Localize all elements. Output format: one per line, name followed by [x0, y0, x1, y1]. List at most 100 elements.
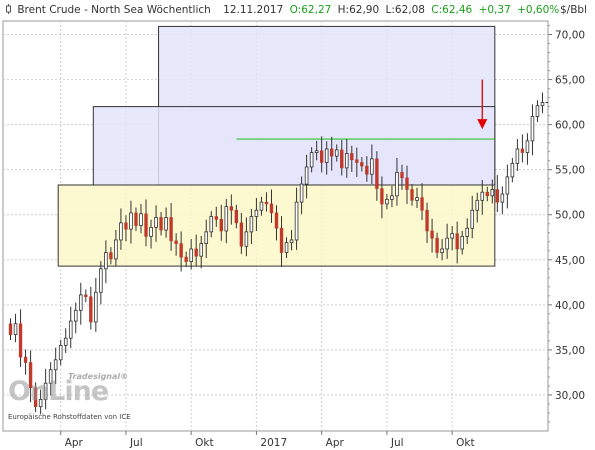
candle-body: [224, 206, 229, 232]
candle-body: [58, 344, 63, 361]
candle-body: [299, 183, 304, 203]
candle-body: [385, 199, 389, 205]
unit-label: $/Bbl: [559, 4, 587, 16]
candle-body: [194, 248, 198, 257]
candle-body: [500, 193, 505, 203]
candle-body: [13, 323, 18, 335]
candle-body: [99, 268, 103, 293]
candle-body: [380, 188, 384, 205]
candle-body: [455, 233, 459, 250]
candle-body: [525, 140, 530, 153]
arrow-head: [477, 119, 488, 130]
candle-body: [189, 248, 193, 262]
y-tick-label: 60,00: [555, 120, 585, 132]
x-tick-label: Okt: [195, 437, 213, 449]
candle-body: [274, 212, 279, 229]
price-zone: [92, 106, 496, 186]
candle-body: [410, 189, 414, 201]
candle-body: [204, 231, 209, 244]
candle-body: [214, 216, 218, 220]
candle-body: [340, 149, 344, 169]
candle-body: [530, 116, 535, 142]
candle-body: [18, 323, 23, 358]
candle-body: [334, 149, 339, 157]
candle-body: [365, 165, 369, 175]
candle-body: [84, 294, 88, 298]
candle-body: [184, 256, 188, 262]
candle-body: [420, 197, 424, 211]
chart-header: Brent Crude - North Sea Wöchentlich 12.1…: [6, 4, 562, 16]
candle-body: [495, 189, 500, 203]
candle-body: [134, 212, 138, 226]
candle-body: [470, 209, 475, 229]
watermark-tag: Tradesignal®: [68, 372, 129, 381]
change-value: +0,37: [478, 4, 511, 16]
candle-body: [450, 233, 454, 239]
candle-body: [330, 148, 334, 157]
candle-body: [375, 158, 379, 189]
candle-body: [8, 323, 13, 335]
candle-body: [78, 294, 83, 311]
candle-body: [249, 216, 254, 233]
candle-body: [425, 209, 429, 232]
candle-body: [460, 235, 464, 250]
candle-body: [68, 320, 73, 339]
candle-body: [445, 237, 449, 250]
candle-body: [219, 218, 223, 232]
candle-body: [154, 217, 158, 228]
candle-body: [23, 356, 28, 363]
watermark-logo: OnLine Tradesignal®: [8, 372, 128, 407]
candle-body: [465, 227, 469, 237]
y-tick-label: 45,00: [555, 255, 585, 267]
candle-body: [109, 252, 113, 260]
candle-body: [395, 171, 399, 197]
candle-body: [199, 243, 203, 257]
y-tick-label: 55,00: [555, 165, 585, 177]
x-tick-label: 2017: [260, 437, 287, 449]
y-tick-label: 65,00: [555, 75, 585, 87]
candle-body: [485, 191, 489, 197]
candle-body: [400, 172, 404, 179]
candle-body: [490, 189, 495, 197]
candle-body: [475, 199, 480, 211]
open-value: O:62,27: [289, 4, 332, 16]
candle-body: [430, 230, 434, 239]
header-date: 12.11.2017: [223, 4, 284, 16]
candle-body: [229, 206, 234, 211]
candle-body: [370, 158, 374, 175]
candle-body: [510, 162, 515, 178]
y-tick-label: 50,00: [555, 210, 585, 222]
source-note: Europäische Rohstoffdaten von ICE: [8, 413, 131, 421]
candle-body: [390, 195, 394, 200]
candle-body: [124, 222, 128, 230]
candle-body: [179, 243, 183, 258]
candle-body: [279, 227, 284, 253]
candle-body: [440, 248, 444, 253]
candle-body: [254, 209, 259, 217]
candle-body: [104, 252, 108, 270]
candle-body: [355, 159, 359, 163]
candle-body: [174, 240, 178, 244]
y-tick-label: 40,00: [555, 300, 585, 312]
candle-body: [314, 150, 319, 153]
candle-body: [89, 296, 93, 323]
candle-body: [159, 217, 163, 231]
candle-body: [144, 213, 148, 237]
candle-body: [405, 177, 409, 190]
close-value: C:62,46: [431, 4, 473, 16]
candle-body: [480, 191, 485, 201]
candle-body: [259, 201, 264, 211]
candle-body: [234, 209, 239, 224]
candle-body: [28, 362, 33, 389]
candle-body: [520, 148, 525, 153]
candle-body: [540, 102, 545, 107]
candle-body: [43, 382, 48, 400]
candle-body: [344, 153, 349, 169]
candle-body: [415, 197, 419, 201]
candle-body: [264, 201, 269, 205]
candle-body: [535, 105, 540, 117]
candle-body: [33, 387, 38, 407]
candle-body: [169, 217, 173, 242]
candle-body: [319, 150, 324, 163]
